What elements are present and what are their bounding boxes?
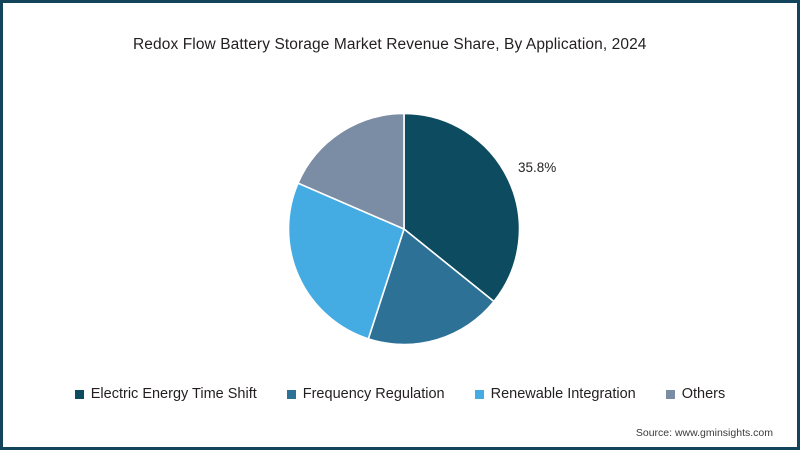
legend-item-label: Frequency Regulation [302,386,445,402]
legend-swatch-icon [286,389,296,399]
legend-item[interactable]: Electric Energy Time Shift [74,386,257,402]
legend-swatch-icon [665,389,675,399]
legend-item-label: Others [681,386,726,402]
source-note: Source: www.gminsights.com [635,427,773,439]
pie-slice [287,182,405,340]
legend-swatch-icon [474,389,484,399]
legend-item-label: Electric Energy Time Shift [90,386,257,402]
pie-chart-area [3,3,797,383]
pie-slices [287,112,521,346]
chart-legend: Electric Energy Time Shift Frequency Regu… [3,386,797,402]
pie-chart-svg [287,112,521,346]
pie-slice [296,112,405,231]
legend-item[interactable]: Frequency Regulation [286,386,445,402]
pie-slice [403,112,521,303]
legend-item-label: Renewable Integration [490,386,636,402]
legend-swatch-icon [74,389,84,399]
pie-slice [367,227,496,346]
legend-item[interactable]: Others [665,386,726,402]
legend-item[interactable]: Renewable Integration [474,386,636,402]
slice-value-label-electric-energy-time-shift: 35.8% [518,160,557,175]
chart-title: Redox Flow Battery Storage Market Revenu… [133,36,647,53]
